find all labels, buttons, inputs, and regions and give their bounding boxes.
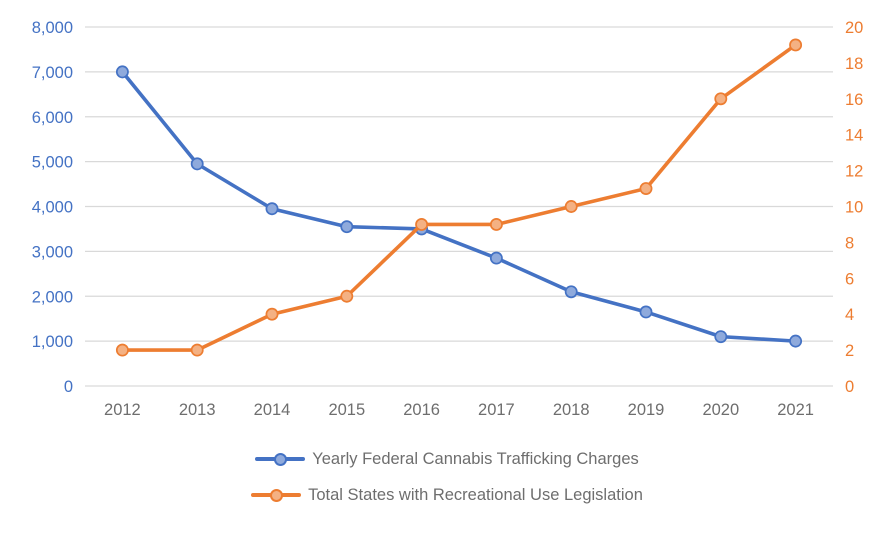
data-point-marker [115, 343, 129, 357]
svg-text:8: 8 [845, 234, 854, 252]
data-point-marker [340, 220, 354, 234]
svg-text:16: 16 [845, 91, 863, 109]
svg-text:6,000: 6,000 [32, 109, 73, 127]
legend-item-states-legislation: Total States with Recreational Use Legis… [251, 484, 643, 506]
y-axis-right-tick-labels: 0 2 4 6 8 10 12 14 16 18 20 [845, 19, 863, 396]
gridlines [85, 26, 833, 387]
data-point-marker [714, 330, 728, 344]
svg-text:0: 0 [845, 378, 854, 396]
legend: Yearly Federal Cannabis Trafficking Char… [0, 448, 894, 506]
data-point-marker [564, 285, 578, 299]
svg-text:10: 10 [845, 199, 863, 217]
legend-line-marker-icon [255, 452, 306, 466]
data-point-marker [265, 307, 279, 321]
svg-text:18: 18 [845, 55, 863, 73]
svg-text:2013: 2013 [179, 401, 216, 419]
data-point-marker [115, 65, 129, 79]
svg-text:2,000: 2,000 [32, 288, 73, 306]
svg-text:0: 0 [64, 378, 73, 396]
data-point-marker [789, 38, 803, 52]
svg-text:2014: 2014 [254, 401, 291, 419]
data-point-marker [714, 92, 728, 106]
data-point-marker [190, 157, 204, 171]
svg-text:8,000: 8,000 [32, 19, 73, 37]
svg-text:6: 6 [845, 270, 854, 288]
svg-text:1,000: 1,000 [32, 333, 73, 351]
dual-axis-line-chart: 0 1,000 2,000 3,000 4,000 5,000 6,000 7,000 8,00… [32, 19, 864, 419]
svg-text:3,000: 3,000 [32, 243, 73, 261]
svg-text:2018: 2018 [553, 401, 590, 419]
data-point-marker [639, 182, 653, 195]
svg-text:4,000: 4,000 [32, 199, 73, 217]
svg-text:2016: 2016 [403, 401, 440, 419]
svg-text:12: 12 [845, 163, 863, 181]
svg-text:20: 20 [845, 19, 863, 37]
legend-item-trafficking-charges: Yearly Federal Cannabis Trafficking Char… [255, 448, 639, 470]
legend-label-states-legislation: Total States with Recreational Use Legis… [308, 486, 643, 504]
data-point-marker [564, 200, 578, 213]
y-axis-left-tick-labels: 0 1,000 2,000 3,000 4,000 5,000 6,000 7,000 8,00… [32, 19, 73, 396]
legend-label-trafficking-charges: Yearly Federal Cannabis Trafficking Char… [312, 450, 639, 468]
svg-text:2015: 2015 [328, 401, 365, 419]
svg-text:4: 4 [845, 306, 854, 324]
legend-line-marker-icon [251, 488, 302, 502]
data-point-marker [415, 217, 429, 231]
svg-text:7,000: 7,000 [32, 64, 73, 82]
data-point-marker [489, 217, 503, 231]
svg-text:2012: 2012 [104, 401, 141, 419]
svg-text:2: 2 [845, 342, 854, 360]
svg-text:2019: 2019 [628, 401, 665, 419]
data-point-marker [789, 334, 803, 348]
svg-text:2020: 2020 [702, 401, 739, 419]
data-point-marker [265, 202, 279, 216]
data-point-marker [190, 343, 204, 357]
data-point-marker [639, 305, 653, 319]
series-states-legislation [115, 38, 803, 357]
x-axis-tick-labels: 2012 2013 2014 2015 2016 2017 2018 2019 2020 2021 [104, 401, 814, 419]
svg-text:5,000: 5,000 [32, 154, 73, 172]
data-point-marker [489, 251, 503, 265]
svg-text:2021: 2021 [777, 401, 814, 419]
data-point-marker [340, 289, 354, 303]
svg-text:14: 14 [845, 127, 863, 145]
svg-text:2017: 2017 [478, 401, 515, 419]
